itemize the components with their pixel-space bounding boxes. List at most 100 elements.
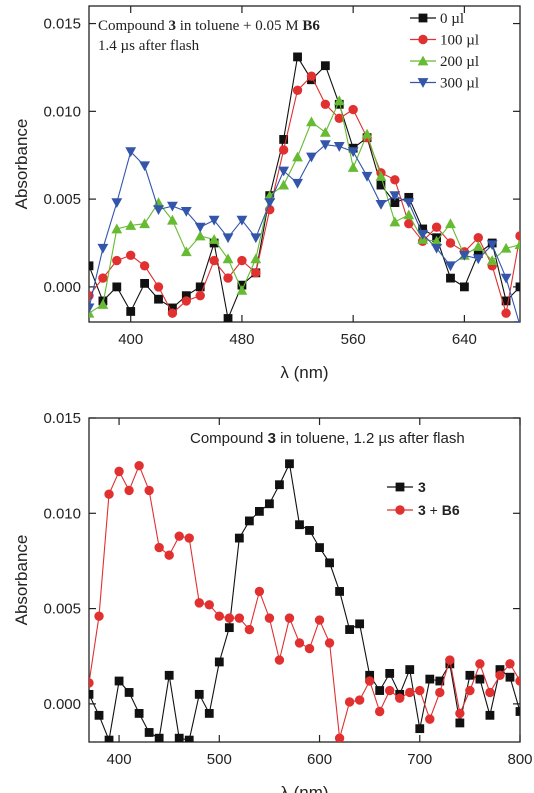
data-point xyxy=(295,520,304,530)
x-tick-label: 700 xyxy=(407,751,432,768)
data-point xyxy=(475,659,485,669)
data-point xyxy=(139,261,150,271)
data-point xyxy=(285,459,294,469)
data-point xyxy=(334,733,345,742)
data-point xyxy=(174,531,184,541)
data-point xyxy=(167,214,178,225)
data-point xyxy=(375,686,385,695)
data-point xyxy=(425,714,435,724)
data-point xyxy=(333,142,345,152)
data-point xyxy=(435,687,445,698)
data-point xyxy=(390,198,400,208)
data-point xyxy=(465,685,475,696)
legend-marker xyxy=(395,482,405,492)
data-point xyxy=(244,516,254,526)
data-point xyxy=(403,209,415,220)
data-point xyxy=(140,278,150,288)
legend-label: 3 + B6 xyxy=(418,502,460,518)
data-point xyxy=(194,689,204,699)
y-tick-label: 0.000 xyxy=(43,279,81,296)
data-point xyxy=(97,299,109,309)
data-point xyxy=(514,321,520,322)
data-point xyxy=(347,147,359,158)
data-point xyxy=(204,709,214,718)
data-point xyxy=(254,586,265,597)
data-point xyxy=(208,234,220,244)
data-point xyxy=(89,678,94,688)
legend-marker xyxy=(417,55,429,66)
data-point xyxy=(181,296,192,306)
data-point xyxy=(254,506,264,516)
data-point xyxy=(112,282,122,292)
data-point xyxy=(495,665,505,674)
y-tick-label: 0.010 xyxy=(43,505,81,522)
data-point xyxy=(195,290,205,301)
data-point xyxy=(455,718,465,728)
data-point xyxy=(139,218,151,229)
chart-subtitle: 1.4 µs after flash xyxy=(98,38,200,54)
data-point xyxy=(214,611,225,621)
data-point xyxy=(514,239,520,250)
y-tick-label: 0.005 xyxy=(43,191,81,208)
data-point xyxy=(365,670,375,680)
data-point xyxy=(417,229,429,240)
data-point xyxy=(475,674,485,684)
data-point xyxy=(154,294,163,304)
legend-label: 100 µl xyxy=(440,33,479,49)
data-point xyxy=(505,659,515,669)
data-point xyxy=(284,613,295,623)
data-point xyxy=(435,676,445,686)
data-point xyxy=(389,191,401,201)
data-point xyxy=(134,460,144,471)
data-point xyxy=(375,170,387,181)
data-point xyxy=(124,688,134,697)
x-tick-label: 600 xyxy=(307,751,332,768)
data-point xyxy=(104,735,114,742)
data-point xyxy=(126,250,136,260)
legend-label: 3 xyxy=(418,479,426,495)
data-point xyxy=(501,296,511,306)
data-point xyxy=(144,728,154,737)
y-tick-label: 0.000 xyxy=(43,696,81,713)
data-point xyxy=(486,255,498,265)
data-point xyxy=(501,308,511,318)
data-point xyxy=(389,216,401,227)
data-point xyxy=(415,724,425,734)
data-point xyxy=(124,485,134,496)
data-point xyxy=(306,116,317,127)
data-point xyxy=(223,273,233,283)
data-point xyxy=(292,151,303,162)
x-axis-title: λ (nm) xyxy=(280,363,328,382)
y-tick-label: 0.015 xyxy=(43,410,81,427)
data-point xyxy=(126,307,136,316)
data-point xyxy=(361,171,373,182)
x-tick-label: 400 xyxy=(118,331,143,348)
data-point xyxy=(306,71,317,81)
data-point xyxy=(194,230,206,241)
data-point xyxy=(292,178,303,189)
data-point xyxy=(223,314,233,322)
data-point xyxy=(515,231,520,241)
data-point xyxy=(125,220,137,230)
data-point xyxy=(265,499,274,509)
data-point xyxy=(335,587,344,596)
data-point xyxy=(319,127,331,137)
data-point xyxy=(364,676,375,686)
data-point xyxy=(355,619,365,629)
data-point xyxy=(174,733,184,742)
data-point xyxy=(97,243,109,254)
data-point xyxy=(237,255,247,266)
series-group xyxy=(89,52,520,322)
data-point xyxy=(445,238,456,248)
data-point xyxy=(125,147,137,158)
data-point xyxy=(305,526,314,535)
data-point xyxy=(204,600,214,610)
data-point xyxy=(153,205,164,216)
legend-marker xyxy=(418,34,428,45)
data-point xyxy=(431,243,442,254)
data-point xyxy=(384,685,395,696)
x-tick-label: 480 xyxy=(229,331,254,348)
data-point xyxy=(194,598,204,608)
data-point xyxy=(180,207,192,217)
data-point xyxy=(324,638,335,648)
